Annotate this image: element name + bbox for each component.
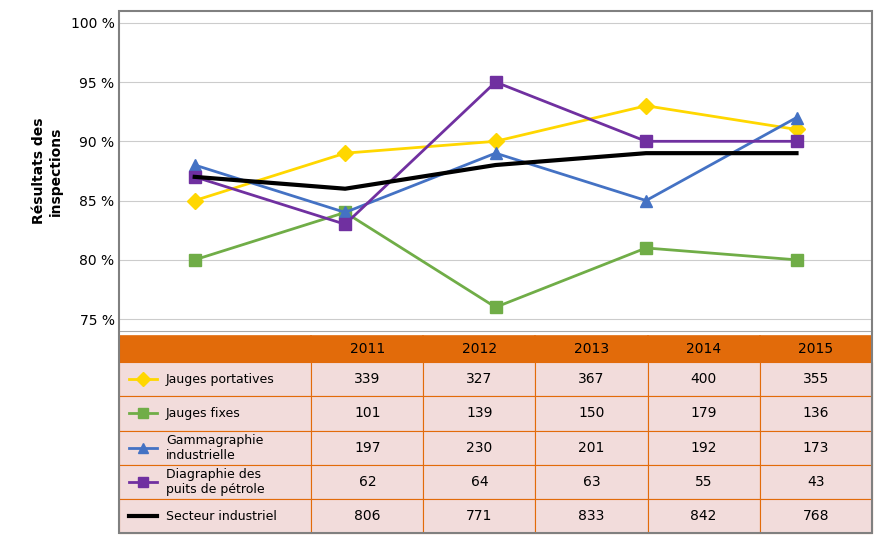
Bar [648, 499, 759, 533]
Bar [648, 430, 759, 465]
Bar [312, 430, 423, 465]
Bar [648, 362, 759, 396]
Bar [535, 430, 648, 465]
Text: 173: 173 [803, 441, 829, 455]
Bar [312, 362, 423, 396]
Text: 355: 355 [803, 372, 829, 386]
Text: 150: 150 [578, 406, 604, 421]
Text: 179: 179 [690, 406, 717, 421]
Text: 62: 62 [358, 475, 376, 489]
Bar [423, 430, 535, 465]
Text: 2014: 2014 [686, 342, 721, 356]
Bar [759, 336, 872, 362]
Text: Diagraphie des
puits de pétrole: Diagraphie des puits de pétrole [166, 468, 265, 496]
Text: 367: 367 [578, 372, 604, 386]
Text: 2012: 2012 [462, 342, 497, 356]
Text: Gammagraphie
industrielle: Gammagraphie industrielle [166, 434, 264, 462]
Bar [423, 499, 535, 533]
Text: 192: 192 [690, 441, 717, 455]
Bar [535, 465, 648, 499]
Text: 64: 64 [471, 475, 489, 489]
Text: 771: 771 [466, 509, 493, 523]
Bar [119, 396, 312, 430]
Text: 400: 400 [690, 372, 717, 386]
Text: 55: 55 [695, 475, 712, 489]
Text: 101: 101 [354, 406, 381, 421]
Bar [535, 336, 648, 362]
Bar [423, 396, 535, 430]
Text: 230: 230 [466, 441, 493, 455]
Text: Jauges portatives: Jauges portatives [166, 373, 275, 386]
Bar [119, 362, 312, 396]
Text: 139: 139 [466, 406, 493, 421]
Bar [759, 362, 872, 396]
Text: 339: 339 [354, 372, 381, 386]
Bar [535, 396, 648, 430]
Bar [119, 336, 312, 362]
Bar [423, 336, 535, 362]
Bar [535, 499, 648, 533]
Text: Secteur industriel: Secteur industriel [166, 510, 277, 523]
Bar [423, 465, 535, 499]
Text: 2013: 2013 [574, 342, 609, 356]
Bar [648, 396, 759, 430]
Text: 63: 63 [582, 475, 600, 489]
Text: 833: 833 [578, 509, 604, 523]
Text: 197: 197 [354, 441, 381, 455]
Y-axis label: Résultats des
inspections: Résultats des inspections [32, 118, 63, 224]
Text: 201: 201 [578, 441, 604, 455]
Bar [759, 465, 872, 499]
Text: 768: 768 [803, 509, 829, 523]
Bar [423, 362, 535, 396]
Text: 136: 136 [803, 406, 829, 421]
Text: 327: 327 [466, 372, 493, 386]
Bar [648, 465, 759, 499]
Bar [759, 396, 872, 430]
Bar [759, 430, 872, 465]
Bar [119, 465, 312, 499]
Bar [312, 336, 423, 362]
Text: 842: 842 [690, 509, 717, 523]
Text: 806: 806 [354, 509, 381, 523]
Text: 2015: 2015 [798, 342, 834, 356]
Bar [119, 499, 312, 533]
Text: 43: 43 [807, 475, 825, 489]
Bar [648, 336, 759, 362]
Bar [759, 499, 872, 533]
Text: Jauges fixes: Jauges fixes [166, 407, 241, 420]
Bar [312, 499, 423, 533]
Bar [312, 396, 423, 430]
Bar [535, 362, 648, 396]
Bar [119, 430, 312, 465]
Text: 2011: 2011 [350, 342, 385, 356]
Bar [312, 465, 423, 499]
